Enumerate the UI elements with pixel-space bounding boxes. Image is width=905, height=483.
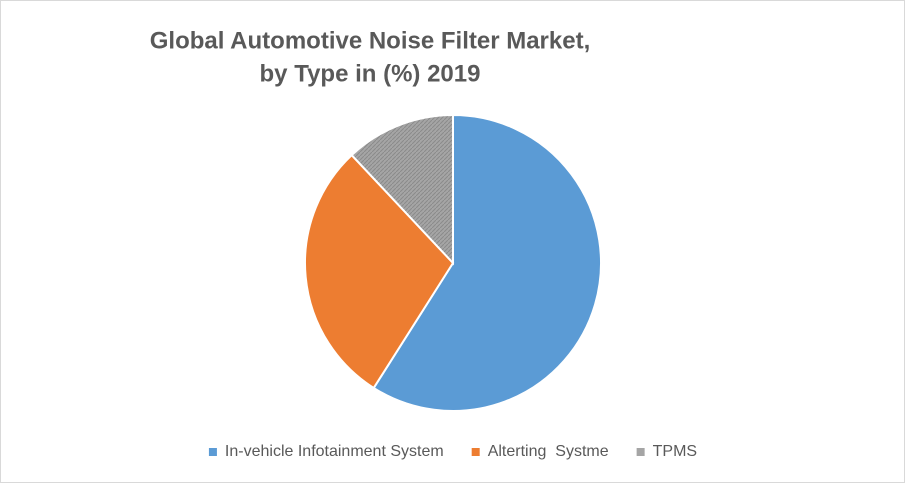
pie-slice (350, 113, 454, 266)
legend-marker (636, 448, 645, 456)
legend-marker (208, 448, 217, 456)
pie-slice (372, 113, 602, 412)
pie-slice (304, 153, 455, 390)
chart-title: by Type in (%) 2019 (260, 60, 481, 87)
legend-label: TPMS (653, 443, 697, 460)
legend-label: Alterting Systme (488, 443, 609, 460)
chart-title: Global Automotive Noise Filter Market, (150, 27, 591, 54)
legend-label: In-vehicle Infotainment System (225, 443, 444, 460)
legend-marker (471, 448, 480, 456)
